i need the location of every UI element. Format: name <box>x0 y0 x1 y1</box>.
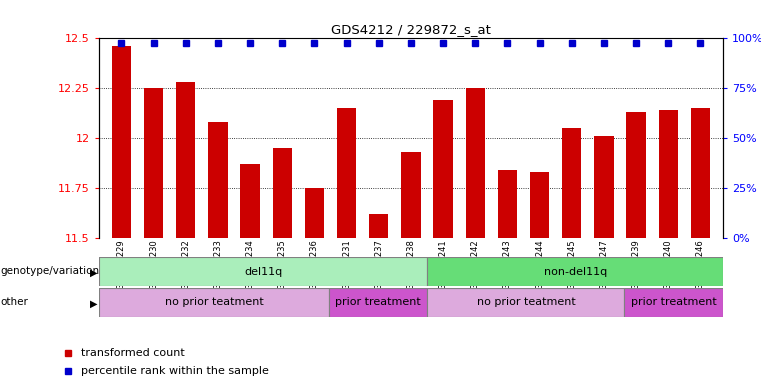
Bar <box>434 100 453 238</box>
Text: no prior teatment: no prior teatment <box>164 297 263 308</box>
Text: no prior teatment: no prior teatment <box>476 297 575 308</box>
Text: prior treatment: prior treatment <box>336 297 421 308</box>
Text: prior treatment: prior treatment <box>631 297 717 308</box>
Bar <box>112 46 131 238</box>
Bar <box>625 288 723 317</box>
Text: other: other <box>1 297 29 307</box>
Bar <box>594 136 613 238</box>
Bar <box>337 108 356 238</box>
Bar <box>240 164 260 238</box>
Bar <box>329 288 428 317</box>
Bar <box>466 88 485 238</box>
Bar <box>305 188 324 238</box>
Bar <box>658 110 678 238</box>
Bar <box>99 288 329 317</box>
Text: genotype/variation: genotype/variation <box>1 266 100 276</box>
Bar <box>144 88 164 238</box>
Title: GDS4212 / 229872_s_at: GDS4212 / 229872_s_at <box>331 23 491 36</box>
Bar <box>209 122 228 238</box>
Text: non-del11q: non-del11q <box>543 266 607 277</box>
Bar <box>401 152 421 238</box>
Bar <box>530 172 549 238</box>
Text: ▶: ▶ <box>90 298 97 308</box>
Bar <box>691 108 710 238</box>
Bar <box>369 214 388 238</box>
Bar <box>428 288 625 317</box>
Bar <box>626 112 646 238</box>
Text: percentile rank within the sample: percentile rank within the sample <box>81 366 269 376</box>
Bar <box>562 128 581 238</box>
Bar <box>99 257 428 286</box>
Bar <box>176 82 196 238</box>
Bar <box>428 257 723 286</box>
Text: ▶: ▶ <box>90 268 97 278</box>
Text: transformed count: transformed count <box>81 348 185 358</box>
Bar <box>498 170 517 238</box>
Text: del11q: del11q <box>244 266 282 277</box>
Bar <box>272 148 292 238</box>
